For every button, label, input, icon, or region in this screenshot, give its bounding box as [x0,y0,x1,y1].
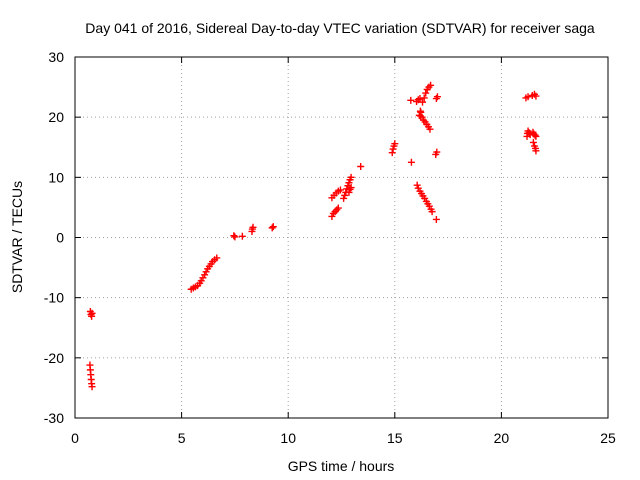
data-point [230,232,238,240]
plot-frame [74,56,609,419]
y-tick-label: 30 [48,49,64,65]
data-point [388,149,396,157]
y-tick-label: 0 [56,230,64,246]
x-tick-label: 20 [494,430,510,446]
data-point [422,89,430,97]
data-point [433,148,441,156]
y-tick-label: -20 [44,350,64,366]
data-point [88,309,96,317]
y-axis-label: SDTVAR / TECUs [9,181,25,293]
data-point [532,92,540,100]
data-point [213,254,221,262]
y-tick-label: 20 [48,109,64,125]
data-point [417,108,425,116]
x-tick-label: 5 [178,430,186,446]
data-point [249,223,257,231]
y-tick-label: -10 [44,290,64,306]
data-point [334,204,342,212]
y-tick-label: -30 [44,410,64,426]
data-point [529,138,537,146]
data-point [531,131,539,139]
data-point [88,383,96,391]
x-tick-label: 25 [600,430,616,446]
axis-ticks: 0 5 10 15 20 25 -30 -20 -10 0 10 20 30 [44,49,616,446]
data-point [407,96,415,104]
chart-title: Day 041 of 2016, Sidereal Day-to-day VTE… [85,20,595,36]
data-point [427,81,435,89]
data-point [407,158,415,166]
data-point [532,132,540,140]
data-point [336,186,344,194]
data-points [86,81,540,391]
data-point [426,125,434,133]
data-point [391,140,399,148]
data-point [268,224,276,232]
x-tick-label: 0 [71,430,79,446]
data-point [419,98,427,106]
x-tick-label: 10 [280,430,296,446]
x-axis-label: GPS time / hours [288,458,395,474]
data-point [420,94,428,102]
x-tick-label: 15 [387,430,403,446]
grid [75,57,608,418]
data-point [347,173,355,181]
data-point [433,93,441,101]
data-point [238,232,246,240]
data-point [428,208,436,216]
data-point [524,93,532,101]
data-point [432,215,440,223]
data-point [269,223,277,231]
data-point [347,184,355,192]
data-point [357,163,365,171]
data-point [532,147,540,155]
data-point [231,233,239,241]
y-tick-label: 10 [48,169,64,185]
